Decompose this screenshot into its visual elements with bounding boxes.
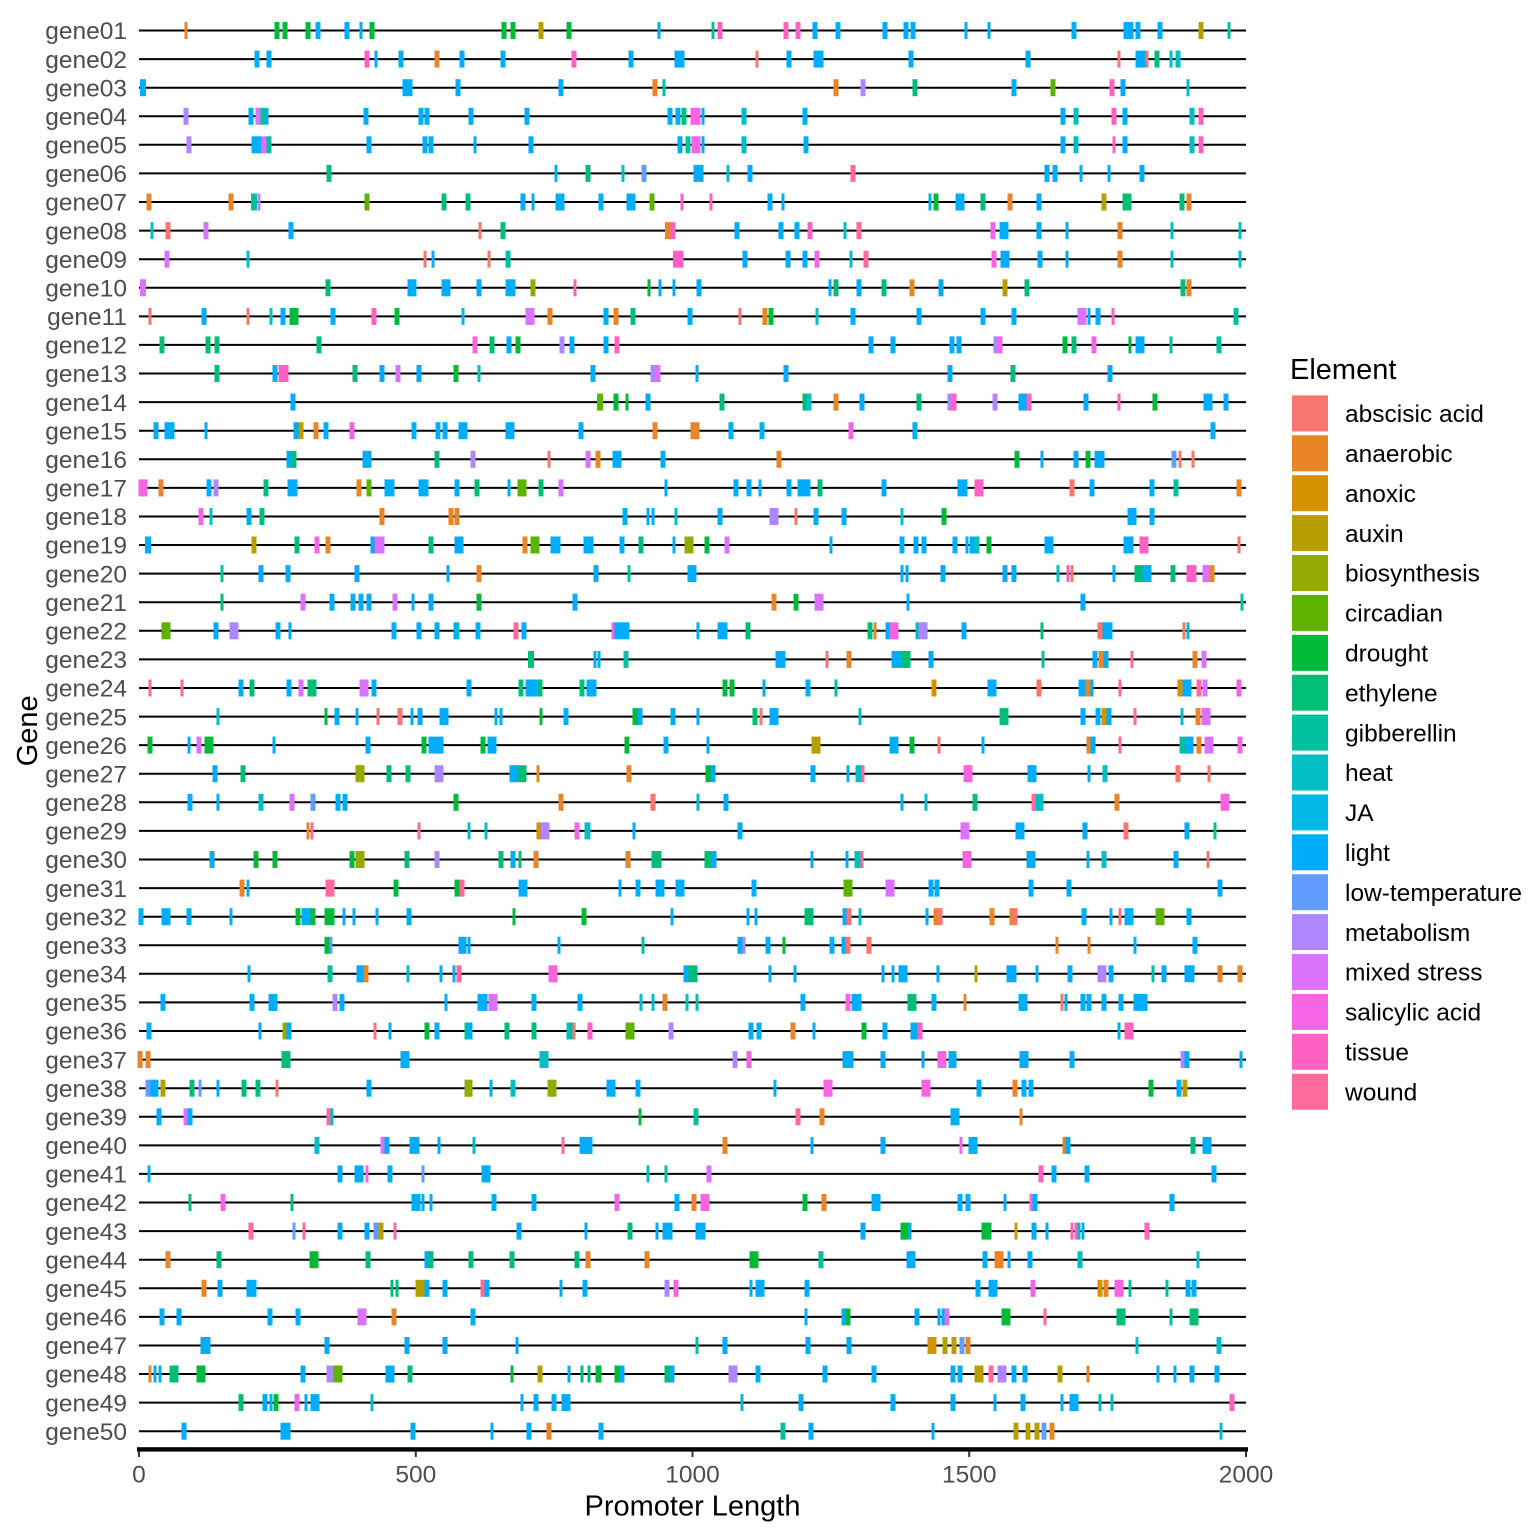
svg-text:gene44: gene44 xyxy=(45,1247,127,1274)
svg-text:gene07: gene07 xyxy=(45,190,127,217)
svg-text:abscisic acid: abscisic acid xyxy=(1345,401,1484,428)
svg-text:gene09: gene09 xyxy=(45,247,127,274)
svg-text:gene25: gene25 xyxy=(45,704,127,731)
svg-text:metabolism: metabolism xyxy=(1345,920,1470,947)
svg-text:500: 500 xyxy=(395,1462,436,1489)
svg-text:Element: Element xyxy=(1290,354,1396,386)
svg-text:gene20: gene20 xyxy=(45,561,127,588)
svg-text:circadian: circadian xyxy=(1345,601,1443,628)
svg-text:gene33: gene33 xyxy=(45,933,127,960)
svg-text:gene06: gene06 xyxy=(45,161,127,188)
svg-text:gene46: gene46 xyxy=(45,1305,127,1332)
svg-text:JA: JA xyxy=(1345,800,1374,827)
svg-text:gene43: gene43 xyxy=(45,1219,127,1246)
svg-text:gene38: gene38 xyxy=(45,1076,127,1103)
svg-text:1500: 1500 xyxy=(942,1462,997,1489)
svg-text:gene39: gene39 xyxy=(45,1105,127,1132)
svg-text:gene01: gene01 xyxy=(45,18,127,45)
svg-text:gene37: gene37 xyxy=(45,1047,127,1074)
svg-text:anoxic: anoxic xyxy=(1345,481,1416,508)
svg-text:gene35: gene35 xyxy=(45,990,127,1017)
svg-text:tissue: tissue xyxy=(1345,1040,1409,1067)
svg-text:gene21: gene21 xyxy=(45,590,127,617)
svg-text:gene26: gene26 xyxy=(45,733,127,760)
svg-text:gene29: gene29 xyxy=(45,819,127,846)
svg-text:gene24: gene24 xyxy=(45,676,127,703)
svg-text:gene05: gene05 xyxy=(45,133,127,160)
svg-text:salicylic acid: salicylic acid xyxy=(1345,1000,1481,1027)
svg-text:gene02: gene02 xyxy=(45,47,127,74)
svg-text:gene19: gene19 xyxy=(45,533,127,560)
svg-text:gene18: gene18 xyxy=(45,504,127,531)
svg-text:gene30: gene30 xyxy=(45,847,127,874)
svg-text:Promoter Length: Promoter Length xyxy=(584,1491,800,1523)
svg-text:gibberellin: gibberellin xyxy=(1345,720,1457,747)
svg-text:gene17: gene17 xyxy=(45,476,127,503)
svg-text:gene36: gene36 xyxy=(45,1019,127,1046)
svg-text:gene50: gene50 xyxy=(45,1419,127,1446)
svg-text:light: light xyxy=(1345,840,1390,867)
svg-text:low-temperature: low-temperature xyxy=(1345,880,1522,907)
svg-text:gene11: gene11 xyxy=(47,304,127,331)
svg-text:gene12: gene12 xyxy=(45,333,127,360)
svg-text:gene15: gene15 xyxy=(45,418,127,445)
svg-text:gene34: gene34 xyxy=(45,962,127,989)
svg-text:drought: drought xyxy=(1345,641,1428,668)
svg-text:gene04: gene04 xyxy=(45,104,127,131)
svg-text:gene32: gene32 xyxy=(45,904,127,931)
svg-text:ethylene: ethylene xyxy=(1345,680,1438,707)
svg-text:gene16: gene16 xyxy=(45,447,127,474)
svg-text:gene14: gene14 xyxy=(45,390,127,417)
svg-text:anaerobic: anaerobic xyxy=(1345,441,1453,468)
svg-text:gene41: gene41 xyxy=(45,1162,127,1189)
svg-text:gene48: gene48 xyxy=(45,1362,127,1389)
svg-text:biosynthesis: biosynthesis xyxy=(1345,561,1480,588)
svg-text:gene22: gene22 xyxy=(45,619,127,646)
svg-text:gene40: gene40 xyxy=(45,1133,127,1160)
svg-text:mixed stress: mixed stress xyxy=(1345,960,1483,987)
svg-text:gene28: gene28 xyxy=(45,790,127,817)
svg-text:gene13: gene13 xyxy=(45,361,127,388)
svg-text:0: 0 xyxy=(132,1462,146,1489)
svg-text:gene10: gene10 xyxy=(45,276,127,303)
svg-text:auxin: auxin xyxy=(1345,521,1404,548)
svg-text:gene31: gene31 xyxy=(45,876,127,903)
svg-text:wound: wound xyxy=(1344,1079,1417,1106)
svg-text:Gene: Gene xyxy=(12,695,44,766)
svg-text:gene49: gene49 xyxy=(45,1390,127,1417)
svg-text:gene47: gene47 xyxy=(45,1333,127,1360)
svg-text:gene23: gene23 xyxy=(45,647,127,674)
svg-text:1000: 1000 xyxy=(665,1462,720,1489)
svg-text:heat: heat xyxy=(1345,760,1393,787)
svg-text:2000: 2000 xyxy=(1219,1462,1274,1489)
svg-text:gene03: gene03 xyxy=(45,75,127,102)
svg-text:gene45: gene45 xyxy=(45,1276,127,1303)
svg-text:gene42: gene42 xyxy=(45,1190,127,1217)
svg-text:gene27: gene27 xyxy=(45,761,127,788)
svg-text:gene08: gene08 xyxy=(45,218,127,245)
